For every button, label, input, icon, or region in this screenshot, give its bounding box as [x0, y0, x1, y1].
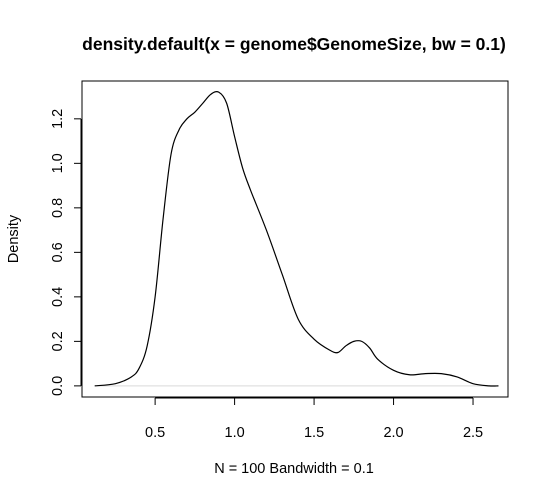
- density-curve-0: [94, 90, 499, 387]
- plot-frame: [81, 80, 509, 398]
- y-tick-label: 0.0: [50, 376, 66, 396]
- y-tick-label: 1.2: [50, 109, 66, 129]
- chart-title: density.default(x = genome$GenomeSize, b…: [82, 34, 506, 54]
- y-tick-label: 1.0: [50, 153, 66, 173]
- x-axis-label: N = 100 Bandwidth = 0.1: [214, 461, 374, 477]
- x-tick-label: 0.5: [145, 425, 165, 441]
- x-tick-label: 2.0: [383, 425, 403, 441]
- y-axis: 0.0 0.2 0.4 0.6 0.8 1.0 1.2: [50, 109, 82, 396]
- y-tick-label: 0.8: [50, 198, 66, 218]
- x-axis: 0.5 1.0 1.5 2.0 2.5: [145, 397, 483, 441]
- y-tick-label: 0.4: [50, 287, 66, 307]
- x-tick-label: 2.5: [463, 425, 483, 441]
- x-tick-label: 1.5: [304, 425, 324, 441]
- plot-area: [94, 90, 499, 387]
- x-tick-label: 1.0: [225, 425, 245, 441]
- y-tick-label: 0.2: [50, 331, 66, 351]
- y-tick-label: 0.6: [50, 242, 66, 262]
- y-axis-label: Density: [6, 214, 22, 263]
